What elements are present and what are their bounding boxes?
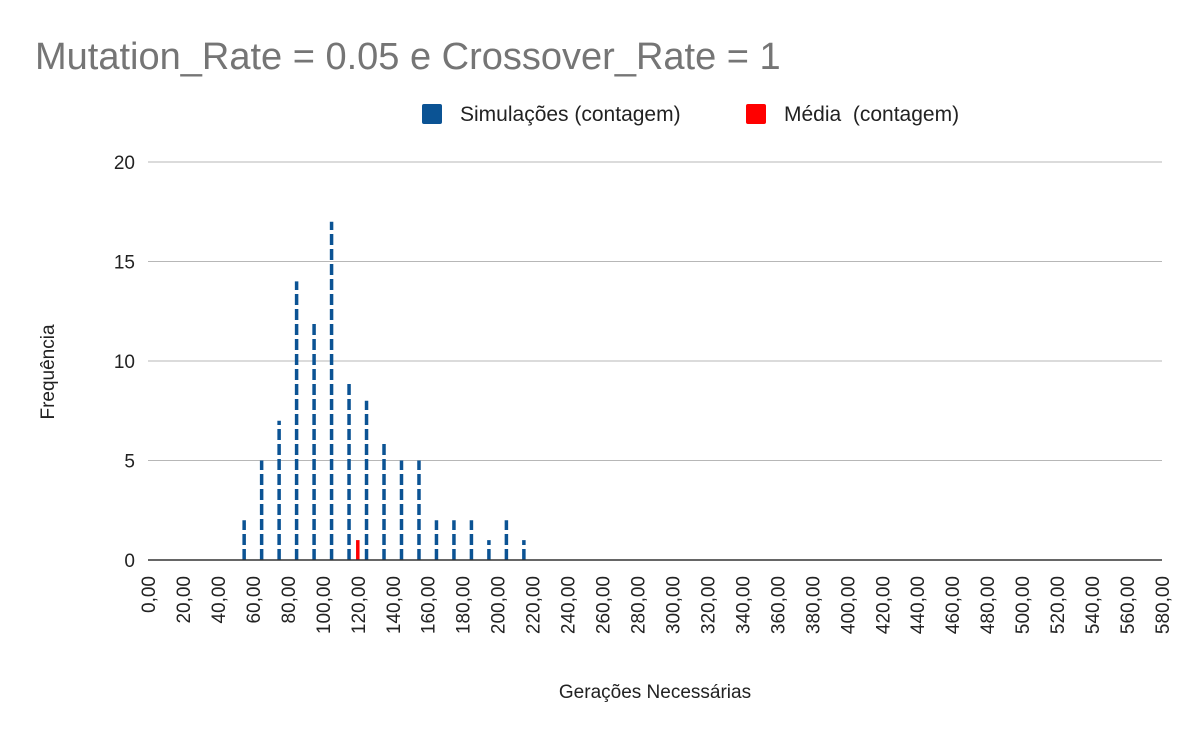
legend-label-simulacoes: Simulações (contagem) <box>460 103 681 126</box>
legend-swatch-simulacoes <box>422 104 442 124</box>
x-tick-label: 180,00 <box>454 576 475 634</box>
x-tick-label: 160,00 <box>419 576 440 634</box>
y-tick-label: 20 <box>114 153 135 174</box>
x-tick-label: 480,00 <box>978 576 999 634</box>
x-tick-label: 220,00 <box>524 576 545 634</box>
x-tick-label: 100,00 <box>314 576 335 634</box>
legend-swatch-media <box>746 104 766 124</box>
x-tick-label: 360,00 <box>768 576 789 634</box>
x-tick-label: 440,00 <box>908 576 929 634</box>
x-tick-label: 340,00 <box>733 576 754 634</box>
x-tick-label: 240,00 <box>559 576 580 634</box>
y-axis-label: Frequência <box>38 324 59 419</box>
y-axis-ticks: 0 5 10 15 20 <box>114 153 135 572</box>
y-tick-label: 15 <box>114 253 135 274</box>
x-tick-label: 500,00 <box>1013 576 1034 634</box>
x-axis-label: Gerações Necessárias <box>559 682 751 703</box>
legend-label-media: Média (contagem) <box>784 103 959 126</box>
x-tick-label: 580,00 <box>1153 576 1174 634</box>
x-tick-label: 140,00 <box>384 576 405 634</box>
gridlines <box>148 161 1162 461</box>
x-tick-label: 460,00 <box>943 576 964 634</box>
bars <box>242 221 526 560</box>
x-tick-label: 60,00 <box>244 576 265 624</box>
y-tick-label: 10 <box>114 352 135 373</box>
x-tick-label: 200,00 <box>489 576 510 634</box>
x-tick-label: 380,00 <box>803 576 824 634</box>
x-tick-label: 540,00 <box>1083 576 1104 634</box>
x-tick-label: 0,00 <box>139 576 160 613</box>
y-tick-label: 0 <box>124 551 135 572</box>
x-tick-label: 560,00 <box>1118 576 1139 634</box>
x-tick-label: 260,00 <box>594 576 615 634</box>
y-tick-label: 5 <box>124 452 135 473</box>
x-axis-ticks: 0,00 20,00 40,00 60,00 80,00 100,00 120,00 140,… <box>139 576 1174 634</box>
chart-title: Mutation_Rate = 0.05 e Crossover_Rate = … <box>35 36 781 78</box>
x-tick-label: 320,00 <box>698 576 719 634</box>
legend: Simulações (contagem) Média (contagem) <box>422 103 959 126</box>
x-tick-label: 20,00 <box>174 576 195 624</box>
x-tick-label: 120,00 <box>349 576 370 634</box>
x-tick-label: 300,00 <box>663 576 684 634</box>
x-tick-label: 280,00 <box>629 576 650 634</box>
x-tick-label: 40,00 <box>209 576 230 624</box>
x-tick-label: 80,00 <box>279 576 300 624</box>
x-tick-label: 400,00 <box>838 576 859 634</box>
x-tick-label: 520,00 <box>1048 576 1069 634</box>
x-tick-label: 420,00 <box>873 576 894 634</box>
